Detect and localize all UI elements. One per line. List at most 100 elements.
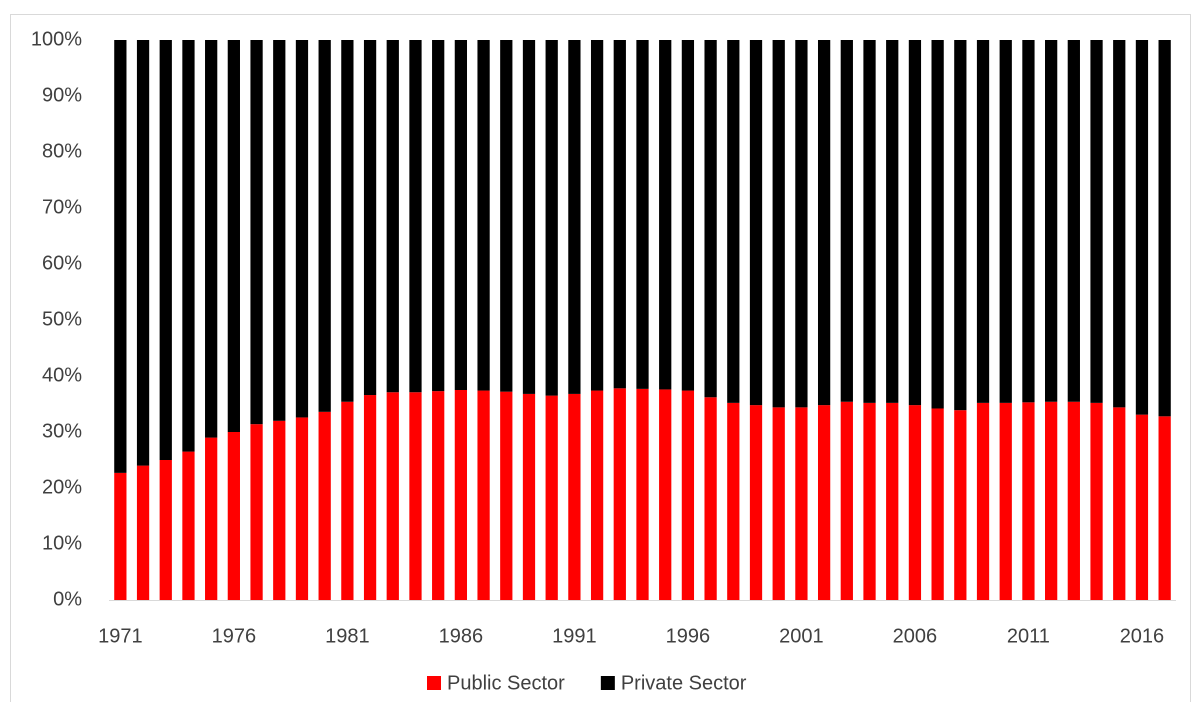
bar-segment (205, 437, 218, 600)
bar-segment (454, 40, 468, 390)
bar-segment (908, 405, 922, 600)
bar-segment (522, 393, 536, 600)
legend-label: Private Sector (621, 672, 747, 694)
bar-segment (636, 40, 649, 389)
y-tick-label: 100% (31, 28, 82, 50)
y-tick-label: 50% (42, 308, 82, 330)
bar-segment (568, 40, 581, 394)
bar-segment (636, 388, 649, 600)
bar-segment (341, 401, 354, 600)
bar-segment (273, 420, 286, 600)
bar-segment (590, 40, 604, 391)
bar-segment (568, 393, 581, 600)
bar-segment (363, 40, 377, 396)
bar-segment (795, 40, 808, 408)
bar-segment (136, 40, 150, 466)
x-tick-label: 1996 (666, 625, 711, 647)
legend-label: Public Sector (447, 672, 565, 694)
y-tick-label: 10% (42, 532, 82, 554)
bar-segment (545, 40, 558, 396)
bar-segment (477, 390, 490, 600)
bar-segment (136, 465, 150, 600)
bar-segment (999, 40, 1012, 403)
bar-segment (500, 40, 513, 392)
bar-segment (659, 40, 672, 390)
bar-segment (1113, 40, 1126, 408)
bar-segment (363, 395, 377, 600)
legend-swatch (427, 676, 441, 690)
bar-segment (817, 40, 831, 406)
bar-segment (817, 405, 831, 600)
bar-segment (886, 402, 899, 600)
bar-segment (386, 40, 399, 393)
bar-segment (976, 402, 990, 600)
bar-segment (1158, 416, 1171, 600)
bar-segment (1135, 414, 1149, 600)
bar-segment (227, 40, 240, 432)
legend-swatch (600, 676, 615, 690)
bar-segment (704, 397, 717, 600)
x-tick-label: 2011 (1007, 625, 1050, 647)
y-tick-label: 90% (42, 84, 82, 106)
bar-segment (727, 402, 740, 600)
bar-segment (681, 390, 695, 600)
bar-segment (182, 451, 195, 600)
bar-segment (500, 391, 513, 600)
bar-segment (227, 432, 240, 600)
bar-segment (727, 40, 740, 403)
y-tick-label: 80% (42, 140, 82, 162)
bar-segment (863, 402, 876, 600)
y-tick-label: 40% (42, 364, 82, 386)
chart-border (10, 14, 1191, 702)
bar-segment (409, 392, 422, 600)
bar-segment (954, 410, 967, 600)
bar-segment (1022, 40, 1035, 403)
bar-segment (772, 407, 785, 600)
x-tick-label: 1991 (552, 625, 597, 647)
bar-segment (704, 40, 717, 398)
bar-segment (749, 40, 763, 406)
bar-segment (1135, 40, 1149, 415)
bar-segment (931, 408, 944, 600)
bar-segment (613, 388, 626, 600)
bar-segment (840, 401, 853, 600)
bar-segment (273, 40, 286, 421)
bar-segment (749, 405, 763, 600)
x-tick-label: 2016 (1120, 625, 1165, 647)
bar-segment (432, 391, 445, 600)
bar-segment (590, 390, 604, 600)
y-tick-label: 0% (53, 588, 82, 610)
bar-segment (159, 40, 172, 460)
bar-segment (908, 40, 922, 406)
y-tick-label: 30% (42, 420, 82, 442)
bar-segment (1067, 40, 1080, 402)
bar-segment (205, 40, 218, 438)
x-tick-label: 2001 (779, 625, 824, 647)
bar-segment (999, 402, 1012, 600)
bar-segment (386, 392, 399, 600)
bar-segment (159, 460, 172, 600)
bar-segment (681, 40, 695, 391)
bar-segment (1158, 40, 1171, 417)
bar-segment (318, 40, 331, 412)
y-tick-label: 20% (42, 476, 82, 498)
bar-segment (954, 40, 967, 411)
bar-segment (795, 407, 808, 600)
bar-segment (659, 389, 672, 600)
bar-segment (318, 411, 331, 600)
bar-segment (341, 40, 354, 402)
bar-segment (886, 40, 899, 403)
bar-segment (114, 40, 127, 473)
bar-segment (250, 40, 263, 425)
x-tick-label: 1986 (439, 625, 484, 647)
bar-segment (545, 395, 558, 600)
bar-segment (772, 40, 785, 408)
bar-segment (432, 40, 445, 392)
bar-segment (522, 40, 536, 394)
bar-segment (613, 40, 626, 389)
y-tick-label: 60% (42, 252, 82, 274)
bar-segment (477, 40, 490, 391)
bar-segment (114, 472, 127, 600)
bar-segment (182, 40, 195, 452)
